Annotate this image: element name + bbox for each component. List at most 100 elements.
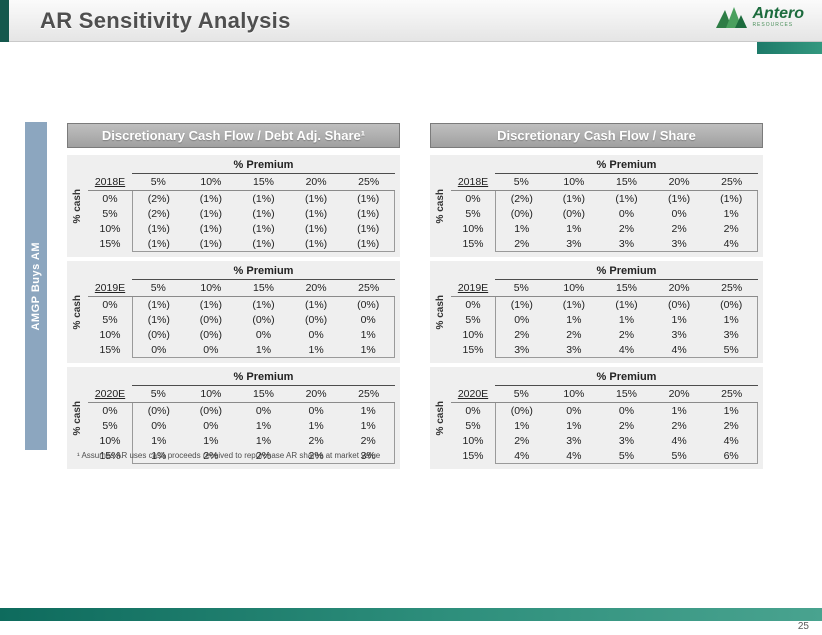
col-header: 15%	[237, 280, 290, 297]
sensitivity-table-2018e: % cash% Premium 2018E 5% 10% 15% 20% 25% 0% (2%)…	[430, 155, 763, 257]
data-cell: (2%)	[132, 191, 185, 206]
data-cell: (1%)	[132, 312, 185, 327]
data-cell: (0%)	[705, 297, 758, 312]
data-cell: (1%)	[342, 221, 395, 236]
row-label: 0%	[465, 298, 481, 311]
data-cell: (1%)	[342, 236, 395, 252]
data-cell: 1%	[289, 342, 343, 358]
data-cell: 2%	[184, 448, 238, 464]
data-cell: 2%	[671, 419, 687, 432]
sensitivity-table-2020e: % cash% Premium 2020E 5% 10% 15% 20% 25% 0% (0%)…	[430, 367, 763, 469]
year-label: 2018E	[88, 174, 132, 191]
col-header: 25%	[342, 280, 395, 297]
row-label: 5%	[102, 419, 118, 432]
data-cell: 2%	[308, 434, 324, 447]
data-cell: 4%	[495, 448, 548, 464]
antero-mountains-icon	[716, 7, 748, 28]
footnote: ¹ Assumes AR uses cash proceeds received…	[77, 451, 381, 460]
data-cell: 2%	[495, 236, 548, 252]
col-header: 5%	[132, 280, 185, 297]
row-label: 0%	[102, 298, 118, 311]
cash-axis-label: % cash	[69, 261, 85, 363]
data-cell: 0%	[671, 207, 687, 220]
col-header: 25%	[342, 386, 395, 403]
cash-axis-label-text: % cash	[71, 400, 83, 436]
data-cell: 1%	[308, 419, 324, 432]
data-cell: 3%	[618, 434, 635, 447]
data-cell: (0%)	[495, 206, 548, 221]
premium-axis-label: % Premium	[495, 158, 758, 174]
data-cell: (0%)	[305, 313, 328, 326]
data-cell: 0%	[308, 404, 324, 417]
logo-name: Antero	[752, 5, 804, 22]
col-header: 20%	[289, 174, 343, 191]
data-cell: 3%	[547, 342, 601, 358]
data-cell: (1%)	[237, 236, 290, 252]
col-header: 10%	[184, 174, 238, 191]
data-cell: 0%	[132, 418, 185, 433]
antero-logo: Antero Resources	[714, 4, 804, 30]
data-cell: 1%	[671, 404, 687, 417]
data-cell: 5%	[652, 448, 706, 464]
data-cell: 2%	[495, 327, 548, 342]
data-cell: 4%	[652, 342, 706, 358]
data-cell: 4%	[600, 342, 653, 358]
premium-axis-label: % Premium	[132, 370, 395, 386]
data-cell: (1%)	[668, 192, 691, 205]
col-header: 5%	[495, 280, 548, 297]
header-teal-strip	[757, 42, 822, 54]
data-cell: 2%	[289, 448, 343, 464]
data-cell: (1%)	[615, 298, 638, 311]
col-header: 15%	[237, 386, 290, 403]
data-cell: 3%	[566, 434, 582, 447]
row-label: 10%	[462, 222, 484, 235]
col-header: 10%	[547, 280, 601, 297]
sensitivity-table-2018e: % cash% Premium 2018E 5% 10% 15% 20% 25% 0% (2%)…	[67, 155, 400, 257]
row-label: 15%	[462, 449, 484, 462]
data-cell: (1%)	[132, 221, 185, 236]
col-header: 10%	[184, 386, 238, 403]
data-cell: 0%	[495, 312, 548, 327]
col-header: 15%	[600, 386, 653, 403]
row-label: 5%	[465, 419, 481, 432]
cash-axis-label-text: % cash	[71, 294, 83, 330]
data-cell: 6%	[705, 448, 758, 464]
row-label: 15%	[99, 237, 121, 250]
data-cell: 0%	[618, 207, 635, 220]
table-grid: % Premium 2018E 5% 10% 15% 20% 25% 0% (2%) (1%) (1…	[88, 158, 395, 252]
data-cell: 2%	[618, 222, 635, 235]
data-cell: 1%	[342, 342, 395, 358]
data-cell: (1%)	[252, 207, 275, 220]
data-cell: 2%	[342, 433, 395, 448]
page-title: AR Sensitivity Analysis	[40, 7, 291, 33]
data-cell: 4%	[671, 434, 687, 447]
data-cell: 3%	[705, 327, 758, 342]
row-label: 10%	[462, 328, 484, 341]
data-cell: 4%	[547, 448, 601, 464]
row-label: 15%	[99, 449, 121, 462]
cash-axis-label: % cash	[432, 261, 448, 363]
data-cell: 2%	[705, 418, 758, 433]
col-header: 5%	[495, 386, 548, 403]
data-cell: (0%)	[342, 297, 395, 312]
col-header: 20%	[289, 386, 343, 403]
year-label: 2019E	[88, 280, 132, 297]
data-cell: 1%	[705, 312, 758, 327]
panel-dcf-debt-adj-share: Discretionary Cash Flow / Debt Adj. Shar…	[67, 123, 400, 473]
row-label: 5%	[102, 313, 118, 326]
col-header: 20%	[652, 174, 706, 191]
data-cell: (0%)	[668, 298, 691, 311]
data-cell: 3%	[671, 328, 687, 341]
row-label: 0%	[465, 404, 481, 417]
table-grid: % Premium 2019E 5% 10% 15% 20% 25% 0% (1%) (1%) (1…	[451, 264, 758, 358]
cash-axis-label-text: % cash	[434, 188, 446, 224]
year-label: 2018E	[451, 174, 495, 191]
table-grid: % Premium 2020E 5% 10% 15% 20% 25% 0% (0%) 0% 0% 1%…	[451, 370, 758, 464]
row-label: 5%	[465, 207, 481, 220]
data-cell: 1%	[705, 206, 758, 221]
col-header: 25%	[705, 174, 758, 191]
data-cell: 1%	[566, 313, 582, 326]
data-cell: 1%	[495, 418, 548, 433]
col-header: 5%	[132, 174, 185, 191]
data-cell: (1%)	[305, 222, 328, 235]
